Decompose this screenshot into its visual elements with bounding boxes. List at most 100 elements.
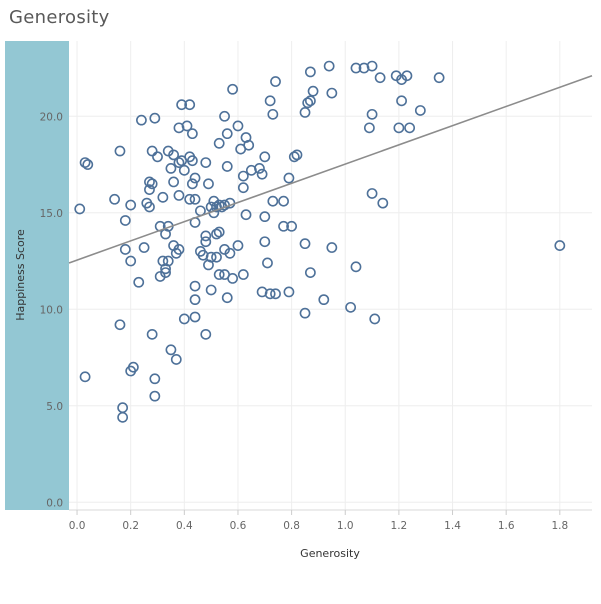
- y-axis-title: Happiness Score: [14, 229, 27, 321]
- data-point: [79, 371, 91, 383]
- data-point: [79, 157, 91, 168]
- data-point: [270, 288, 281, 300]
- data-point: [178, 164, 190, 176]
- data-point: [270, 76, 281, 87]
- data-point: [299, 307, 311, 319]
- data-point: [302, 97, 314, 109]
- data-point: [189, 193, 201, 205]
- data-point: [170, 354, 182, 365]
- data-point: [221, 128, 233, 140]
- data-point: [168, 149, 179, 161]
- x-axis-title: Generosity: [300, 547, 360, 560]
- data-point: [374, 72, 386, 84]
- data-point: [144, 184, 155, 196]
- data-point: [149, 112, 161, 124]
- x-tick-label: 0.4: [176, 520, 193, 532]
- data-point: [254, 162, 265, 174]
- data-point: [213, 226, 225, 238]
- data-points: [74, 60, 566, 423]
- data-point: [189, 280, 201, 292]
- data-point: [221, 292, 233, 304]
- data-point: [554, 240, 566, 251]
- data-point: [141, 197, 153, 209]
- data-point: [186, 128, 198, 140]
- data-point: [189, 172, 201, 184]
- data-point: [149, 373, 161, 385]
- data-point: [160, 267, 171, 279]
- data-point: [345, 301, 357, 313]
- data-point: [283, 172, 295, 184]
- data-point: [377, 197, 389, 209]
- data-point: [165, 162, 177, 174]
- data-point: [433, 72, 445, 84]
- data-point: [227, 272, 239, 284]
- data-point: [189, 311, 201, 323]
- data-point: [404, 122, 416, 134]
- data-point: [259, 236, 271, 248]
- data-point: [165, 344, 177, 356]
- data-point: [350, 62, 362, 74]
- data-point: [304, 95, 316, 107]
- data-point: [245, 164, 257, 176]
- trend-line: [68, 74, 593, 264]
- data-point: [307, 85, 319, 97]
- y-axis-ticks: 0.0 5.0 10.0 15.0 20.0: [40, 111, 63, 509]
- x-axis-ticks: 0.0 0.2 0.4 0.6 0.8 1.0 1.2 1.4 1.6 1.8: [69, 510, 568, 532]
- data-point: [267, 108, 279, 120]
- data-point: [184, 193, 196, 205]
- data-point: [168, 176, 179, 188]
- data-point: [237, 269, 249, 280]
- data-point: [211, 251, 222, 263]
- x-tick-label: 1.4: [444, 520, 461, 532]
- data-point: [160, 263, 171, 275]
- data-point: [109, 193, 120, 205]
- data-point: [256, 286, 268, 298]
- data-point: [235, 143, 247, 155]
- x-tick-label: 0.2: [122, 520, 139, 532]
- data-point: [288, 151, 300, 163]
- data-point: [170, 247, 182, 259]
- data-point: [184, 99, 196, 111]
- data-point: [119, 215, 131, 226]
- data-point: [203, 259, 214, 271]
- y-tick-label: 10.0: [40, 304, 63, 316]
- data-point: [232, 240, 244, 251]
- data-point: [157, 191, 169, 203]
- data-point: [125, 199, 137, 211]
- data-point: [136, 114, 147, 126]
- data-point: [232, 120, 244, 132]
- data-point: [286, 220, 298, 232]
- y-tick-label: 5.0: [46, 401, 63, 413]
- data-point: [203, 178, 214, 190]
- data-point: [114, 145, 126, 157]
- x-tick-label: 1.0: [337, 520, 354, 532]
- data-point: [259, 211, 271, 223]
- data-point: [117, 402, 129, 414]
- data-point: [278, 195, 289, 207]
- y-axis-band: [5, 41, 69, 510]
- data-point: [304, 267, 316, 279]
- data-point: [213, 269, 225, 280]
- data-point: [74, 203, 86, 215]
- data-point: [414, 105, 426, 116]
- data-point: [114, 319, 126, 331]
- data-point: [366, 60, 378, 72]
- data-point: [237, 170, 249, 182]
- data-point: [146, 328, 158, 340]
- data-point: [200, 157, 212, 168]
- data-point: [200, 230, 212, 242]
- y-tick-label: 0.0: [46, 497, 63, 509]
- data-point: [200, 328, 212, 340]
- data-point: [200, 236, 212, 248]
- data-point: [318, 294, 330, 306]
- data-point: [259, 151, 271, 163]
- data-point: [119, 244, 131, 255]
- data-point: [323, 60, 335, 72]
- data-point: [173, 157, 185, 168]
- data-point: [146, 145, 158, 157]
- x-tick-label: 1.2: [391, 520, 408, 532]
- data-point: [117, 411, 129, 423]
- data-point: [146, 178, 158, 190]
- data-point: [291, 149, 303, 161]
